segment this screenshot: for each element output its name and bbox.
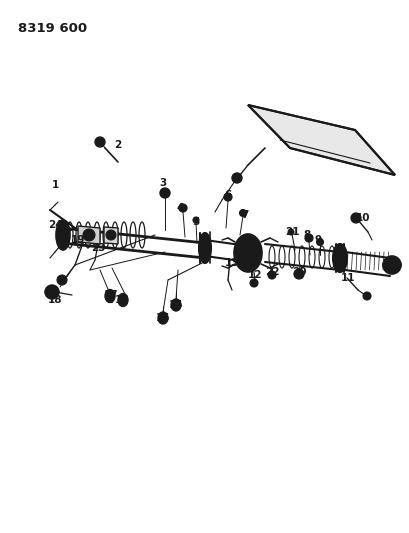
Text: 11: 11: [340, 273, 354, 283]
Ellipse shape: [118, 294, 128, 306]
Ellipse shape: [56, 220, 70, 250]
Circle shape: [86, 232, 92, 238]
Circle shape: [240, 246, 254, 260]
Text: 4: 4: [176, 203, 183, 213]
Circle shape: [350, 213, 360, 223]
Circle shape: [249, 279, 257, 287]
Circle shape: [160, 188, 170, 198]
Ellipse shape: [59, 225, 67, 245]
Polygon shape: [247, 105, 394, 175]
Text: 2: 2: [114, 140, 121, 150]
Text: 19: 19: [71, 235, 85, 245]
Text: 20: 20: [291, 267, 306, 277]
Text: 15: 15: [155, 313, 170, 323]
Circle shape: [61, 229, 69, 237]
Text: 18: 18: [47, 295, 62, 305]
Circle shape: [193, 217, 198, 223]
Polygon shape: [78, 226, 100, 244]
Circle shape: [382, 256, 400, 274]
Text: 17: 17: [103, 290, 118, 300]
Circle shape: [57, 275, 67, 285]
Text: 3: 3: [159, 178, 166, 188]
Circle shape: [83, 229, 95, 241]
Circle shape: [362, 292, 370, 300]
Circle shape: [223, 193, 231, 201]
Text: 13: 13: [224, 258, 239, 268]
Text: 8319 600: 8319 600: [18, 22, 87, 35]
Circle shape: [95, 137, 105, 147]
Ellipse shape: [234, 234, 261, 272]
Ellipse shape: [332, 244, 346, 272]
Text: 22: 22: [264, 267, 279, 277]
Text: 21: 21: [284, 227, 299, 237]
Text: 9: 9: [314, 235, 321, 245]
Text: 7: 7: [241, 210, 248, 220]
Polygon shape: [104, 227, 118, 244]
Text: 10: 10: [355, 213, 369, 223]
Text: 5: 5: [192, 217, 199, 227]
Circle shape: [316, 238, 323, 246]
Ellipse shape: [238, 240, 256, 266]
Circle shape: [179, 204, 187, 212]
Circle shape: [231, 173, 241, 183]
Circle shape: [293, 269, 303, 279]
Text: 24: 24: [47, 220, 62, 230]
Circle shape: [287, 229, 293, 235]
Ellipse shape: [171, 299, 180, 311]
Circle shape: [45, 285, 59, 299]
Text: 23: 23: [90, 243, 105, 253]
Text: 14: 14: [168, 300, 183, 310]
Text: 16: 16: [115, 295, 129, 305]
Circle shape: [239, 209, 246, 216]
Text: 8: 8: [303, 230, 310, 240]
Ellipse shape: [105, 289, 115, 303]
Circle shape: [106, 230, 116, 240]
Text: 12: 12: [247, 270, 262, 280]
Ellipse shape: [198, 233, 211, 263]
Ellipse shape: [157, 312, 168, 324]
Text: 6: 6: [224, 190, 231, 200]
Text: 1: 1: [51, 180, 58, 190]
Circle shape: [267, 271, 275, 279]
Circle shape: [304, 234, 312, 242]
